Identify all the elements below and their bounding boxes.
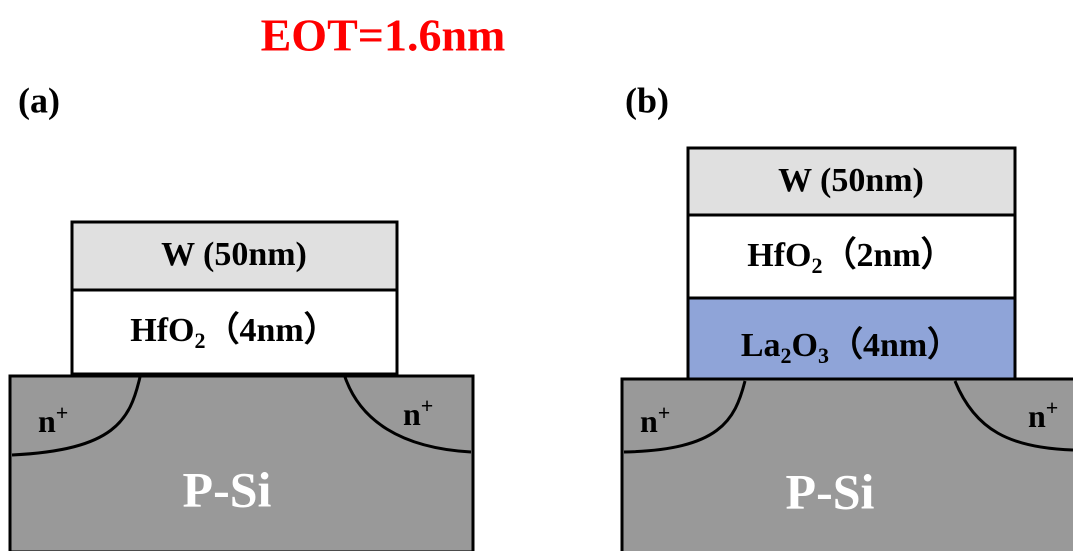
layer-label: HfO2（2nm）	[747, 235, 954, 278]
panel-label: (a)	[18, 80, 60, 120]
layer-label: W (50nm)	[161, 236, 307, 273]
layer-label: W (50nm)	[778, 162, 924, 199]
diagram: EOT=1.6nm (a) W (50nm) HfO2（4nm） n+ n+ P…	[0, 0, 1073, 551]
substrate-label: P-Si	[786, 463, 875, 519]
substrate-label: P-Si	[183, 461, 272, 517]
panel-label: (b)	[625, 80, 669, 120]
layer-label: HfO2（4nm）	[130, 310, 337, 353]
layer-label: La2O3（4nm）	[741, 325, 961, 368]
title: EOT=1.6nm	[261, 10, 506, 61]
